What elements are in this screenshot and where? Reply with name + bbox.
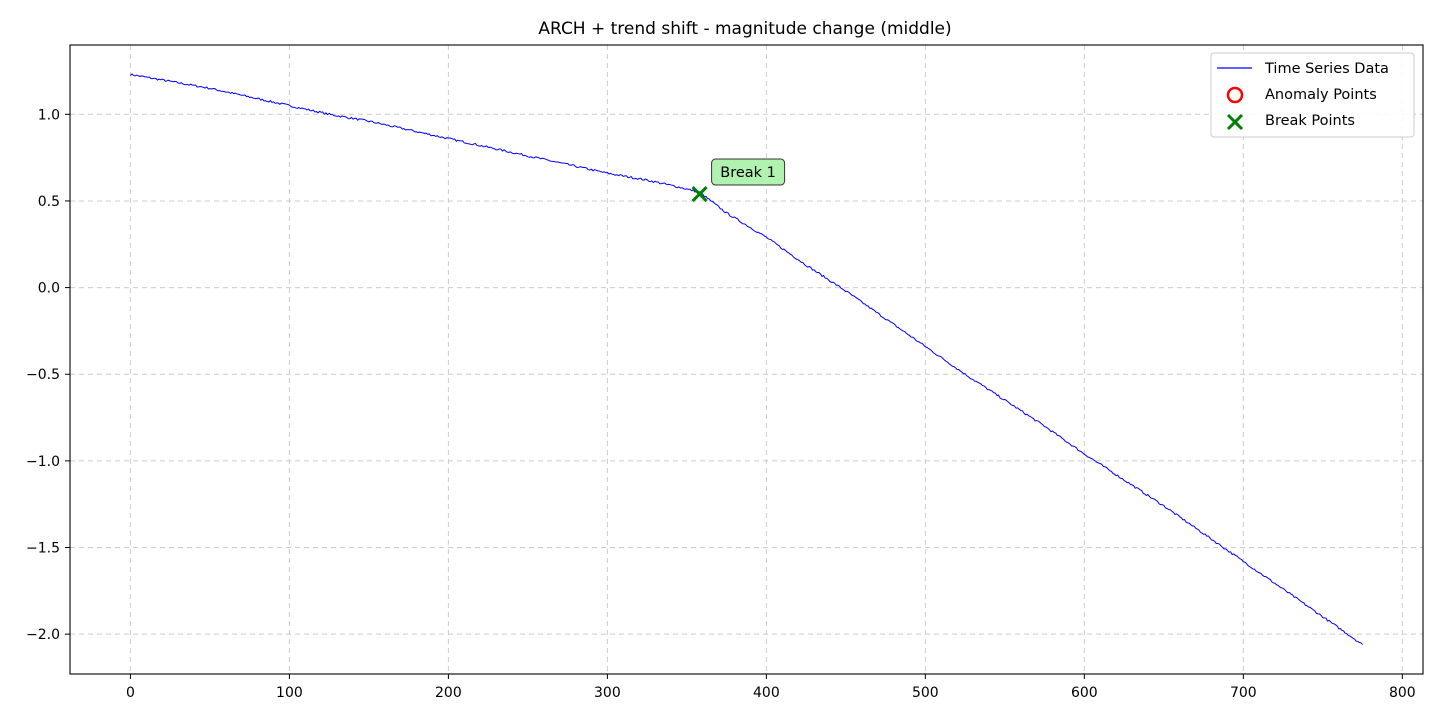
x-tick-label: 600 xyxy=(1071,685,1098,701)
legend-label-series: Time Series Data xyxy=(1264,61,1389,77)
plot-area-frame xyxy=(69,44,1424,675)
break-point-marker xyxy=(691,185,708,203)
y-tick-label: −2.0 xyxy=(26,627,60,643)
x-axis-ticks: 0 100 200 300 400 500 600 700 800 xyxy=(126,674,1416,701)
x-tick-label: 0 xyxy=(126,685,135,701)
legend-label-break: Break Points xyxy=(1265,113,1355,129)
chart-title: ARCH + trend shift - magnitude change (m… xyxy=(538,19,951,39)
x-tick-label: 400 xyxy=(753,685,780,701)
break-annotation-label: Break 1 xyxy=(720,165,776,181)
series-line xyxy=(130,73,1363,645)
y-tick-label: 1.0 xyxy=(38,107,60,123)
y-tick-label: −1.0 xyxy=(26,454,60,470)
x-tick-label: 100 xyxy=(276,685,303,701)
y-tick-label: −0.5 xyxy=(26,367,60,383)
y-tick-label: −1.5 xyxy=(26,541,60,557)
x-tick-label: 800 xyxy=(1389,685,1416,701)
y-axis-ticks: 1.0 0.5 0.0 −0.5 −1.0 −1.5 −2.0 xyxy=(26,107,70,643)
x-tick-label: 300 xyxy=(594,685,621,701)
break-markers: Break 1 xyxy=(691,158,786,203)
break-annotation-box xyxy=(711,158,786,186)
x-tick-label: 700 xyxy=(1230,685,1257,701)
x-tick-label: 500 xyxy=(912,685,939,701)
y-tick-label: 0.0 xyxy=(38,281,60,297)
legend-label-anomaly: Anomaly Points xyxy=(1265,87,1377,103)
legend-box xyxy=(1210,52,1415,138)
grid xyxy=(70,45,1423,674)
legend: Time Series Data Anomaly Points Break Po… xyxy=(1210,52,1415,138)
series-layer xyxy=(130,73,1363,645)
x-tick-label: 200 xyxy=(435,685,462,701)
legend-anomaly-marker xyxy=(1226,86,1244,104)
legend-break-marker xyxy=(1226,113,1244,131)
break-annotation: Break 1 xyxy=(711,158,786,186)
y-tick-label: 0.5 xyxy=(38,194,60,210)
